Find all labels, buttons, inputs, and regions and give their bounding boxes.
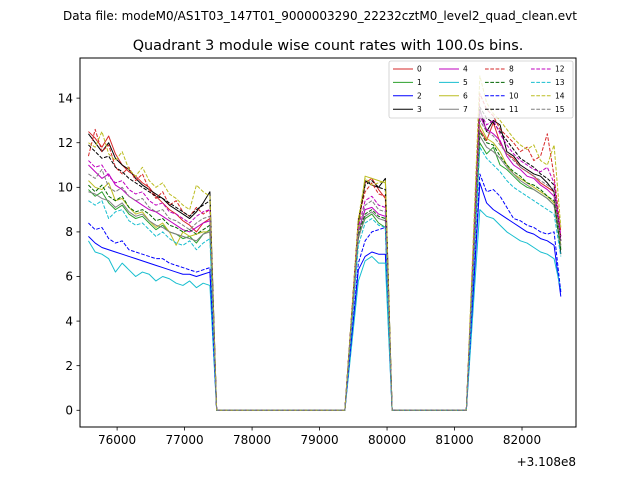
y-tick-label: 2	[65, 359, 73, 373]
legend-label-1: 1	[417, 78, 422, 87]
legend-label-3: 3	[417, 105, 422, 114]
x-tick-label: 82000	[503, 433, 541, 447]
x-tick-label: 78000	[233, 433, 271, 447]
legend-frame	[388, 60, 574, 119]
y-tick-label: 6	[65, 270, 73, 284]
x-offset-label: +3.108e8	[517, 455, 576, 469]
series-line-10	[88, 173, 562, 411]
y-tick-label: 10	[58, 181, 73, 195]
legend-label-8: 8	[509, 65, 514, 74]
legend-label-13: 13	[555, 78, 565, 87]
chart-title: Quadrant 3 module wise count rates with …	[133, 38, 524, 54]
legend-label-2: 2	[417, 92, 422, 101]
legend-label-14: 14	[555, 92, 565, 101]
legend-label-5: 5	[463, 78, 468, 87]
legend-label-12: 12	[555, 65, 565, 74]
y-tick-label: 8	[65, 225, 73, 239]
x-tick-label: 76000	[98, 433, 136, 447]
plot-frame	[79, 57, 577, 428]
y-tick-label: 12	[58, 136, 73, 150]
legend-label-0: 0	[417, 65, 422, 74]
legend-label-9: 9	[509, 78, 514, 87]
series-line-9	[88, 131, 562, 411]
legend-label-15: 15	[555, 105, 565, 114]
legend-label-11: 11	[509, 105, 519, 114]
x-tick-label: 79000	[300, 433, 338, 447]
series-line-11	[88, 106, 562, 411]
figure-header: Data file: modeM0/AS1T03_147T01_90000032…	[63, 9, 577, 23]
legend-label-10: 10	[509, 92, 519, 101]
x-tick-label: 80000	[368, 433, 406, 447]
y-tick-label: 4	[65, 314, 73, 328]
legend-label-4: 4	[463, 65, 468, 74]
x-tick-label: 81000	[435, 433, 473, 447]
x-axis: 76000 77000 78000 79000 80000 81000 82000	[98, 427, 541, 447]
legend-label-6: 6	[463, 92, 468, 101]
y-tick-label: 14	[58, 91, 73, 105]
y-axis: 0 2 4 6 8 10 12 14	[58, 91, 80, 417]
series-line-15	[88, 119, 562, 411]
series-layer	[87, 75, 562, 411]
legend-label-7: 7	[463, 105, 468, 114]
y-tick-label: 0	[65, 403, 73, 417]
x-tick-label: 77000	[166, 433, 204, 447]
series-line-12	[88, 111, 562, 411]
